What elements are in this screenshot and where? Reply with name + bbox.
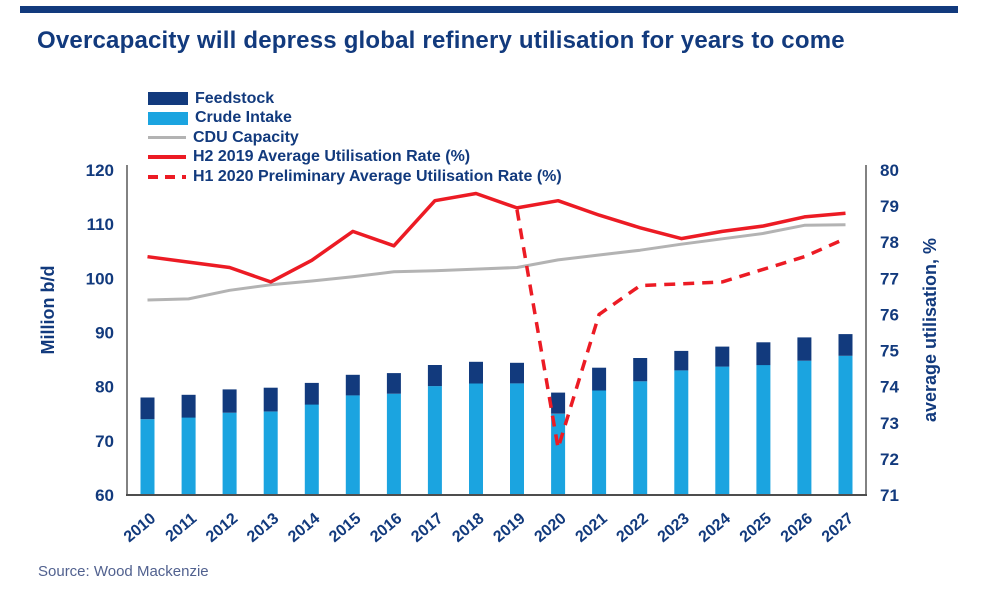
bar-crude-intake-2013 (263, 411, 278, 495)
bar-crude-intake-2010 (140, 419, 155, 495)
cdu-capacity-line-swatch-icon (148, 136, 186, 140)
x-axis-label-2026: 2026 (778, 510, 816, 546)
legend-label-crude-intake: Crude Intake (195, 109, 292, 127)
x-axis-label-2023: 2023 (655, 510, 693, 546)
bar-feedstock-2026 (797, 337, 812, 361)
bar-feedstock-2017 (427, 365, 442, 387)
right-axis-tick-76: 76 (880, 305, 899, 324)
x-axis-label-2024: 2024 (696, 510, 734, 546)
legend-label-feedstock: Feedstock (195, 89, 275, 107)
left-axis-tick-60: 60 (95, 486, 114, 505)
bar-feedstock-2019 (510, 362, 524, 384)
bar-crude-intake-2027 (838, 355, 853, 495)
legend-item-h1-2020-rate: H1 2020 Preliminary Average Utilisation … (148, 167, 562, 187)
right-axis-tick-79: 79 (880, 197, 899, 216)
bar-crude-intake-2018 (469, 383, 483, 495)
legend-item-feedstock: Feedstock (148, 89, 562, 109)
left-axis-title: Million b/d (38, 266, 58, 355)
x-axis-label-2025: 2025 (737, 510, 775, 546)
bar-crude-intake-2026 (797, 360, 812, 495)
x-axis-label-2014: 2014 (285, 510, 323, 546)
legend-item-cdu-capacity: CDU Capacity (148, 128, 562, 148)
bar-crude-intake-2012 (222, 412, 237, 495)
top-accent-rule (20, 6, 958, 13)
x-axis-label-2011: 2011 (163, 510, 201, 545)
right-axis-tick-71: 71 (880, 486, 899, 505)
legend-item-h2-2019-rate: H2 2019 Average Utilisation Rate (%) (148, 148, 562, 168)
bar-crude-intake-2022 (633, 381, 648, 496)
bar-feedstock-2011 (181, 394, 196, 418)
right-axis-tick-75: 75 (880, 342, 899, 361)
bar-feedstock-2021 (592, 367, 607, 391)
line-h1-2020-preliminary-utilisation-rate (515, 209, 847, 450)
bar-crude-intake-2015 (345, 395, 360, 495)
bar-feedstock-2020 (551, 392, 566, 414)
x-axis-label-2016: 2016 (367, 510, 405, 546)
bar-crude-intake-2025 (756, 365, 771, 495)
right-axis-tick-80: 80 (880, 161, 899, 180)
x-axis-label-2012: 2012 (203, 510, 241, 546)
h1-2020-dashed-line-swatch-icon (148, 174, 186, 179)
bar-crude-intake-2024 (715, 366, 730, 495)
bar-crude-intake-2011 (181, 417, 196, 495)
right-axis-tick-77: 77 (880, 269, 899, 288)
bar-crude-intake-2023 (674, 370, 689, 495)
right-axis-tick-78: 78 (880, 233, 899, 252)
legend-label-h1-2020-rate: H1 2020 Preliminary Average Utilisation … (193, 167, 562, 185)
bar-feedstock-2022 (633, 358, 648, 382)
left-axis-tick-70: 70 (95, 432, 114, 451)
bar-feedstock-2018 (469, 361, 483, 384)
left-axis-tick-110: 110 (87, 215, 114, 234)
bar-feedstock-2027 (838, 334, 853, 356)
x-axis-label-2022: 2022 (614, 510, 652, 546)
legend-label-cdu-capacity: CDU Capacity (193, 128, 299, 146)
bar-feedstock-2013 (263, 387, 278, 412)
x-axis-label-2021: 2021 (573, 510, 611, 546)
line-h2-2019-utilisation-rate (147, 191, 846, 284)
left-axis-tick-120: 120 (86, 161, 114, 180)
bar-crude-intake-2016 (386, 393, 401, 495)
chart-title: Overcapacity will depress global refiner… (37, 27, 845, 54)
right-axis-tick-74: 74 (880, 378, 899, 397)
legend-label-h2-2019-rate: H2 2019 Average Utilisation Rate (%) (193, 148, 471, 166)
h2-2019-line-swatch-icon (148, 155, 186, 160)
x-axis-label-2017: 2017 (408, 510, 446, 546)
right-axis-tick-72: 72 (880, 450, 899, 469)
line-cdu-capacity (147, 223, 846, 302)
bar-feedstock-2024 (715, 346, 730, 367)
bar-feedstock-2012 (222, 389, 237, 413)
source-note: Source: Wood Mackenzie (38, 563, 209, 580)
bar-crude-intake-2019 (510, 383, 524, 495)
bar-feedstock-2016 (386, 373, 401, 394)
bar-feedstock-2023 (674, 350, 689, 371)
x-axis-label-2018: 2018 (449, 510, 487, 546)
left-axis-tick-100: 100 (86, 269, 114, 288)
bar-crude-intake-2014 (304, 404, 319, 495)
bar-feedstock-2014 (304, 382, 319, 405)
crude-intake-swatch-icon (148, 111, 188, 125)
left-axis-tick-80: 80 (95, 378, 114, 397)
bar-crude-intake-2017 (427, 386, 442, 495)
left-axis-tick-90: 90 (95, 324, 114, 343)
x-axis-label-2015: 2015 (326, 510, 364, 546)
bar-feedstock-2015 (345, 374, 360, 396)
x-axis-label-2013: 2013 (244, 510, 282, 546)
x-axis-label-2010: 2010 (121, 510, 159, 546)
feedstock-swatch-icon (148, 92, 188, 106)
right-axis-title: average utilisation, % (920, 238, 940, 422)
right-axis-tick-73: 73 (880, 414, 899, 433)
bar-feedstock-2010 (140, 397, 155, 420)
x-axis-label-2020: 2020 (531, 510, 569, 546)
bar-crude-intake-2021 (592, 390, 607, 495)
bar-feedstock-2025 (756, 342, 771, 366)
legend: Feedstock Crude Intake CDU Capacity H2 2… (148, 89, 562, 187)
x-axis-label-2019: 2019 (490, 510, 528, 546)
legend-item-crude-intake: Crude Intake (148, 109, 562, 129)
x-axis-label-2027: 2027 (819, 510, 857, 546)
